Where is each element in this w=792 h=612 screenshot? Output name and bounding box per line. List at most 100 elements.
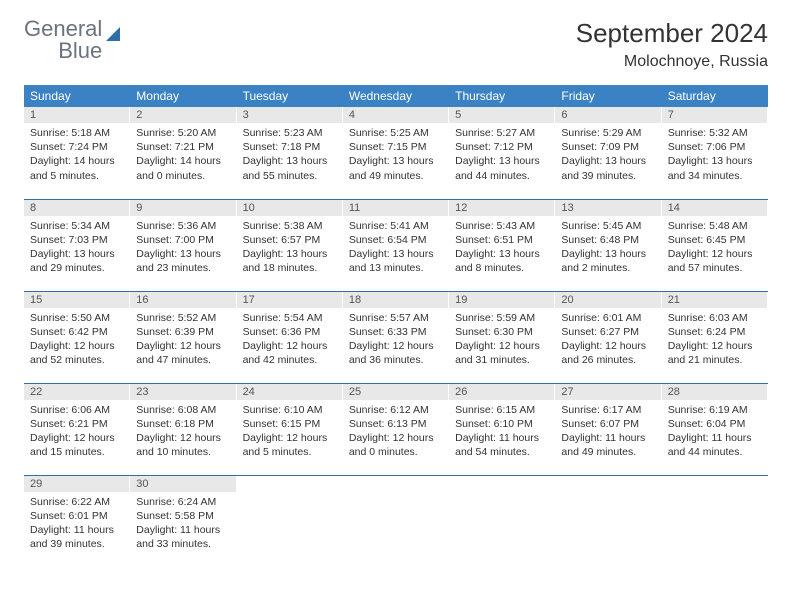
day-details: Sunrise: 6:15 AMSunset: 6:10 PMDaylight:… xyxy=(449,400,555,464)
day-number: 23 xyxy=(130,384,236,400)
day-number: 12 xyxy=(449,200,555,216)
day-details: Sunrise: 5:18 AMSunset: 7:24 PMDaylight:… xyxy=(24,123,130,187)
day-cell: 7Sunrise: 5:32 AMSunset: 7:06 PMDaylight… xyxy=(662,107,768,199)
day-details: Sunrise: 6:01 AMSunset: 6:27 PMDaylight:… xyxy=(555,308,661,372)
day-number: 4 xyxy=(343,107,449,123)
day-details: Sunrise: 5:45 AMSunset: 6:48 PMDaylight:… xyxy=(555,216,661,280)
day-number: 5 xyxy=(449,107,555,123)
day-cell xyxy=(555,475,661,567)
dow-friday: Friday xyxy=(555,85,661,107)
day-number: 26 xyxy=(449,384,555,400)
day-cell: 1Sunrise: 5:18 AMSunset: 7:24 PMDaylight… xyxy=(24,107,130,199)
day-number: 17 xyxy=(237,292,343,308)
day-details: Sunrise: 5:36 AMSunset: 7:00 PMDaylight:… xyxy=(130,216,236,280)
day-details: Sunrise: 6:03 AMSunset: 6:24 PMDaylight:… xyxy=(662,308,768,372)
day-number: 7 xyxy=(662,107,768,123)
week-row: 15Sunrise: 5:50 AMSunset: 6:42 PMDayligh… xyxy=(24,291,768,383)
day-details: Sunrise: 5:38 AMSunset: 6:57 PMDaylight:… xyxy=(237,216,343,280)
day-cell: 23Sunrise: 6:08 AMSunset: 6:18 PMDayligh… xyxy=(130,383,236,475)
day-cell: 21Sunrise: 6:03 AMSunset: 6:24 PMDayligh… xyxy=(662,291,768,383)
day-number: 10 xyxy=(237,200,343,216)
day-cell: 17Sunrise: 5:54 AMSunset: 6:36 PMDayligh… xyxy=(237,291,343,383)
day-details: Sunrise: 5:48 AMSunset: 6:45 PMDaylight:… xyxy=(662,216,768,280)
day-number: 19 xyxy=(449,292,555,308)
day-details: Sunrise: 6:24 AMSunset: 5:58 PMDaylight:… xyxy=(130,492,236,556)
day-number: 16 xyxy=(130,292,236,308)
day-number: 24 xyxy=(237,384,343,400)
day-cell xyxy=(237,475,343,567)
day-details: Sunrise: 5:23 AMSunset: 7:18 PMDaylight:… xyxy=(237,123,343,187)
day-cell: 18Sunrise: 5:57 AMSunset: 6:33 PMDayligh… xyxy=(343,291,449,383)
day-number: 6 xyxy=(555,107,661,123)
day-number: 20 xyxy=(555,292,661,308)
day-cell: 15Sunrise: 5:50 AMSunset: 6:42 PMDayligh… xyxy=(24,291,130,383)
day-cell: 10Sunrise: 5:38 AMSunset: 6:57 PMDayligh… xyxy=(237,199,343,291)
day-cell: 16Sunrise: 5:52 AMSunset: 6:39 PMDayligh… xyxy=(130,291,236,383)
calendar: SundayMondayTuesdayWednesdayThursdayFrid… xyxy=(24,85,768,567)
day-cell: 11Sunrise: 5:41 AMSunset: 6:54 PMDayligh… xyxy=(343,199,449,291)
day-details: Sunrise: 5:54 AMSunset: 6:36 PMDaylight:… xyxy=(237,308,343,372)
week-row: 1Sunrise: 5:18 AMSunset: 7:24 PMDaylight… xyxy=(24,107,768,199)
day-details: Sunrise: 5:50 AMSunset: 6:42 PMDaylight:… xyxy=(24,308,130,372)
day-cell: 13Sunrise: 5:45 AMSunset: 6:48 PMDayligh… xyxy=(555,199,661,291)
day-cell xyxy=(343,475,449,567)
day-details: Sunrise: 5:59 AMSunset: 6:30 PMDaylight:… xyxy=(449,308,555,372)
logo-triangle-icon xyxy=(106,27,120,41)
day-cell: 4Sunrise: 5:25 AMSunset: 7:15 PMDaylight… xyxy=(343,107,449,199)
day-details: Sunrise: 5:32 AMSunset: 7:06 PMDaylight:… xyxy=(662,123,768,187)
week-row: 22Sunrise: 6:06 AMSunset: 6:21 PMDayligh… xyxy=(24,383,768,475)
day-cell: 28Sunrise: 6:19 AMSunset: 6:04 PMDayligh… xyxy=(662,383,768,475)
day-cell: 2Sunrise: 5:20 AMSunset: 7:21 PMDaylight… xyxy=(130,107,236,199)
day-cell: 19Sunrise: 5:59 AMSunset: 6:30 PMDayligh… xyxy=(449,291,555,383)
day-details: Sunrise: 6:12 AMSunset: 6:13 PMDaylight:… xyxy=(343,400,449,464)
day-cell: 20Sunrise: 6:01 AMSunset: 6:27 PMDayligh… xyxy=(555,291,661,383)
day-cell: 14Sunrise: 5:48 AMSunset: 6:45 PMDayligh… xyxy=(662,199,768,291)
day-number: 9 xyxy=(130,200,236,216)
day-details: Sunrise: 5:29 AMSunset: 7:09 PMDaylight:… xyxy=(555,123,661,187)
day-cell: 6Sunrise: 5:29 AMSunset: 7:09 PMDaylight… xyxy=(555,107,661,199)
day-cell: 12Sunrise: 5:43 AMSunset: 6:51 PMDayligh… xyxy=(449,199,555,291)
logo: General Blue xyxy=(24,18,120,62)
month-title: September 2024 xyxy=(576,18,768,49)
day-details: Sunrise: 5:25 AMSunset: 7:15 PMDaylight:… xyxy=(343,123,449,187)
day-number: 8 xyxy=(24,200,130,216)
dow-monday: Monday xyxy=(130,85,236,107)
logo-line1: General xyxy=(24,18,102,40)
dow-tuesday: Tuesday xyxy=(237,85,343,107)
day-number: 27 xyxy=(555,384,661,400)
day-details: Sunrise: 6:08 AMSunset: 6:18 PMDaylight:… xyxy=(130,400,236,464)
day-number: 28 xyxy=(662,384,768,400)
days-of-week-row: SundayMondayTuesdayWednesdayThursdayFrid… xyxy=(24,85,768,107)
day-cell: 30Sunrise: 6:24 AMSunset: 5:58 PMDayligh… xyxy=(130,475,236,567)
day-cell: 26Sunrise: 6:15 AMSunset: 6:10 PMDayligh… xyxy=(449,383,555,475)
week-row: 8Sunrise: 5:34 AMSunset: 7:03 PMDaylight… xyxy=(24,199,768,291)
day-details: Sunrise: 6:10 AMSunset: 6:15 PMDaylight:… xyxy=(237,400,343,464)
day-cell: 24Sunrise: 6:10 AMSunset: 6:15 PMDayligh… xyxy=(237,383,343,475)
day-number: 21 xyxy=(662,292,768,308)
day-number: 1 xyxy=(24,107,130,123)
title-block: September 2024 Molochnoye, Russia xyxy=(576,18,768,71)
dow-saturday: Saturday xyxy=(662,85,768,107)
header: General Blue September 2024 Molochnoye, … xyxy=(24,18,768,71)
day-number: 11 xyxy=(343,200,449,216)
day-number: 22 xyxy=(24,384,130,400)
day-details: Sunrise: 5:20 AMSunset: 7:21 PMDaylight:… xyxy=(130,123,236,187)
day-cell: 5Sunrise: 5:27 AMSunset: 7:12 PMDaylight… xyxy=(449,107,555,199)
day-number: 14 xyxy=(662,200,768,216)
day-details: Sunrise: 5:57 AMSunset: 6:33 PMDaylight:… xyxy=(343,308,449,372)
day-cell: 3Sunrise: 5:23 AMSunset: 7:18 PMDaylight… xyxy=(237,107,343,199)
day-details: Sunrise: 5:43 AMSunset: 6:51 PMDaylight:… xyxy=(449,216,555,280)
day-number: 30 xyxy=(130,476,236,492)
day-details: Sunrise: 5:41 AMSunset: 6:54 PMDaylight:… xyxy=(343,216,449,280)
logo-text: General Blue xyxy=(24,18,102,62)
day-details: Sunrise: 6:17 AMSunset: 6:07 PMDaylight:… xyxy=(555,400,661,464)
dow-thursday: Thursday xyxy=(449,85,555,107)
day-number: 29 xyxy=(24,476,130,492)
week-row: 29Sunrise: 6:22 AMSunset: 6:01 PMDayligh… xyxy=(24,475,768,567)
day-cell: 29Sunrise: 6:22 AMSunset: 6:01 PMDayligh… xyxy=(24,475,130,567)
logo-line2: Blue xyxy=(24,40,102,62)
dow-wednesday: Wednesday xyxy=(343,85,449,107)
location: Molochnoye, Russia xyxy=(576,53,768,71)
day-details: Sunrise: 5:34 AMSunset: 7:03 PMDaylight:… xyxy=(24,216,130,280)
day-cell xyxy=(662,475,768,567)
